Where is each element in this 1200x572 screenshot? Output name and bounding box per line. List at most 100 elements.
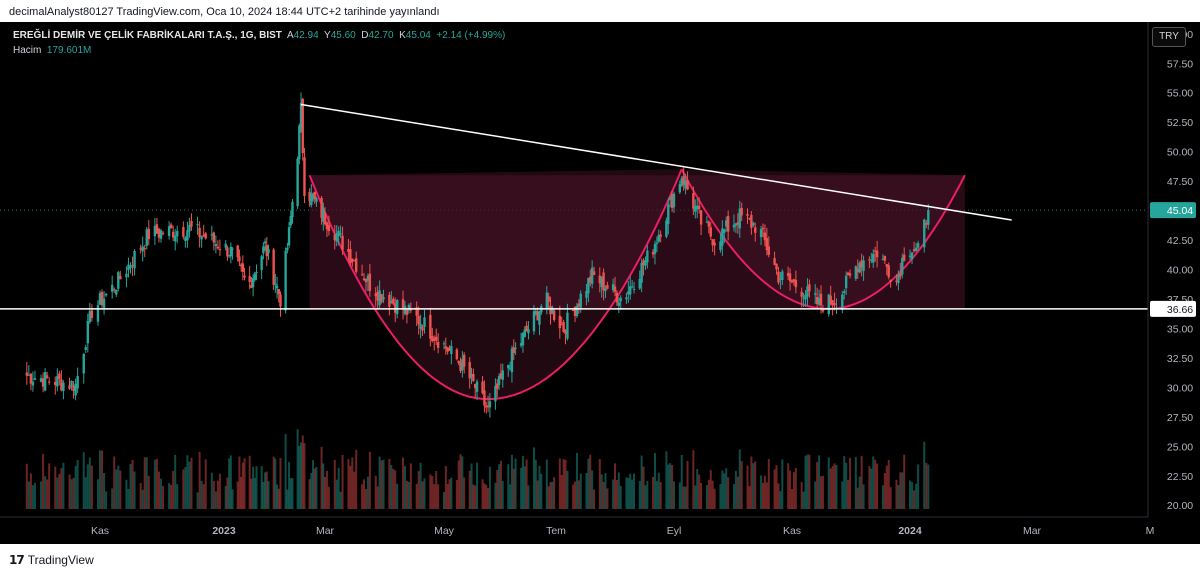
candle-body — [388, 294, 391, 307]
candle-body — [899, 273, 902, 277]
volume-bar — [719, 484, 722, 509]
volume-bar — [170, 484, 173, 509]
candle-body — [804, 294, 807, 300]
volume-bar — [761, 482, 764, 509]
candle-body — [27, 374, 31, 376]
volume-bar — [27, 481, 30, 509]
x-tick-label: Tem — [546, 525, 566, 537]
volume-bar — [895, 479, 898, 509]
candle-body — [470, 373, 473, 377]
candle-body — [141, 246, 144, 252]
candle-body — [190, 221, 193, 227]
candle-body — [668, 197, 672, 200]
volume-bar — [463, 477, 466, 509]
volume-bar — [105, 491, 108, 509]
candle-body — [214, 243, 218, 247]
candle-body — [912, 249, 916, 252]
volume-bar — [598, 459, 601, 509]
candle-body — [54, 381, 57, 386]
candle-body — [696, 205, 699, 210]
volume-bar — [198, 451, 201, 509]
volume-bar — [833, 463, 836, 509]
volume-bar — [218, 473, 221, 509]
candle-body — [301, 99, 304, 154]
volume-bar — [856, 487, 859, 509]
volume-bar — [147, 475, 150, 509]
volume-bar — [617, 472, 620, 509]
volume-bar — [777, 483, 780, 509]
candle-body — [725, 220, 728, 227]
candle-body — [395, 300, 399, 315]
volume-bar — [593, 489, 596, 509]
volume-bar — [279, 458, 282, 509]
currency-button[interactable]: TRY — [1152, 27, 1186, 47]
volume-bar — [754, 461, 757, 509]
candle-body — [296, 158, 299, 207]
volume-bar — [301, 435, 304, 509]
x-tick-label: May — [434, 525, 455, 537]
volume-bar — [485, 484, 488, 509]
candle-body — [699, 210, 703, 225]
candle-body — [501, 370, 504, 380]
volume-bar — [204, 459, 207, 509]
volume-bar — [240, 476, 243, 509]
candle-body — [790, 280, 794, 283]
candle-body — [279, 294, 282, 307]
candle-body — [510, 348, 514, 373]
volume-bar — [325, 470, 328, 509]
volume-bar — [736, 476, 739, 509]
candle-body — [765, 238, 769, 251]
candle-body — [33, 378, 37, 380]
volume-bar — [612, 479, 615, 509]
volume-bar — [847, 479, 850, 509]
volume-bar — [131, 460, 134, 509]
candle-body — [686, 180, 689, 190]
candle-body — [56, 376, 59, 387]
candle-body — [483, 390, 486, 406]
volume-bar — [272, 456, 275, 509]
open-label: A — [286, 30, 294, 41]
volume-bar — [843, 456, 846, 509]
volume-bar — [324, 477, 326, 509]
candle-body — [472, 374, 475, 382]
price-chart[interactable]: 60.0057.5055.0052.5050.0047.5045.0442.50… — [0, 22, 1200, 544]
candle-body — [378, 290, 381, 306]
candle-body — [341, 235, 344, 250]
candle-body — [552, 310, 556, 320]
volume-bar — [562, 459, 565, 509]
volume-bar — [133, 471, 136, 509]
candle-body — [713, 242, 716, 246]
volume-bar — [176, 484, 179, 509]
volume-bar — [129, 463, 132, 509]
tradingview-logo[interactable]: 17 TradingView — [9, 553, 94, 567]
candle-body — [794, 279, 798, 288]
volume-bar — [274, 458, 277, 509]
candle-body — [667, 204, 670, 225]
volume-bar — [457, 460, 460, 509]
volume-bar — [125, 479, 128, 509]
volume-bar — [831, 466, 834, 509]
volume-bar — [707, 479, 710, 509]
candle-body — [873, 250, 877, 252]
volume-bar — [876, 463, 879, 509]
candle-body — [31, 381, 35, 386]
volume-bar — [514, 458, 517, 509]
candle-body — [315, 198, 318, 202]
candle-body — [925, 222, 928, 225]
volume-bar — [141, 489, 144, 509]
candle-body — [800, 291, 803, 297]
candle-body — [848, 273, 852, 276]
volume-bar — [376, 486, 379, 509]
volume-bar — [631, 479, 634, 509]
candle-body — [711, 239, 714, 246]
candle-body — [897, 274, 900, 284]
volume-bar — [680, 454, 683, 509]
volume-bar — [711, 480, 714, 509]
volume-bar — [684, 486, 687, 509]
candle-body — [868, 259, 871, 261]
volume-bar — [174, 454, 177, 509]
volume-bar — [709, 470, 712, 509]
chart-area[interactable]: 60.0057.5055.0052.5050.0047.5045.0442.50… — [0, 22, 1200, 544]
volume-bar — [286, 489, 289, 509]
volume-bar — [917, 464, 920, 509]
